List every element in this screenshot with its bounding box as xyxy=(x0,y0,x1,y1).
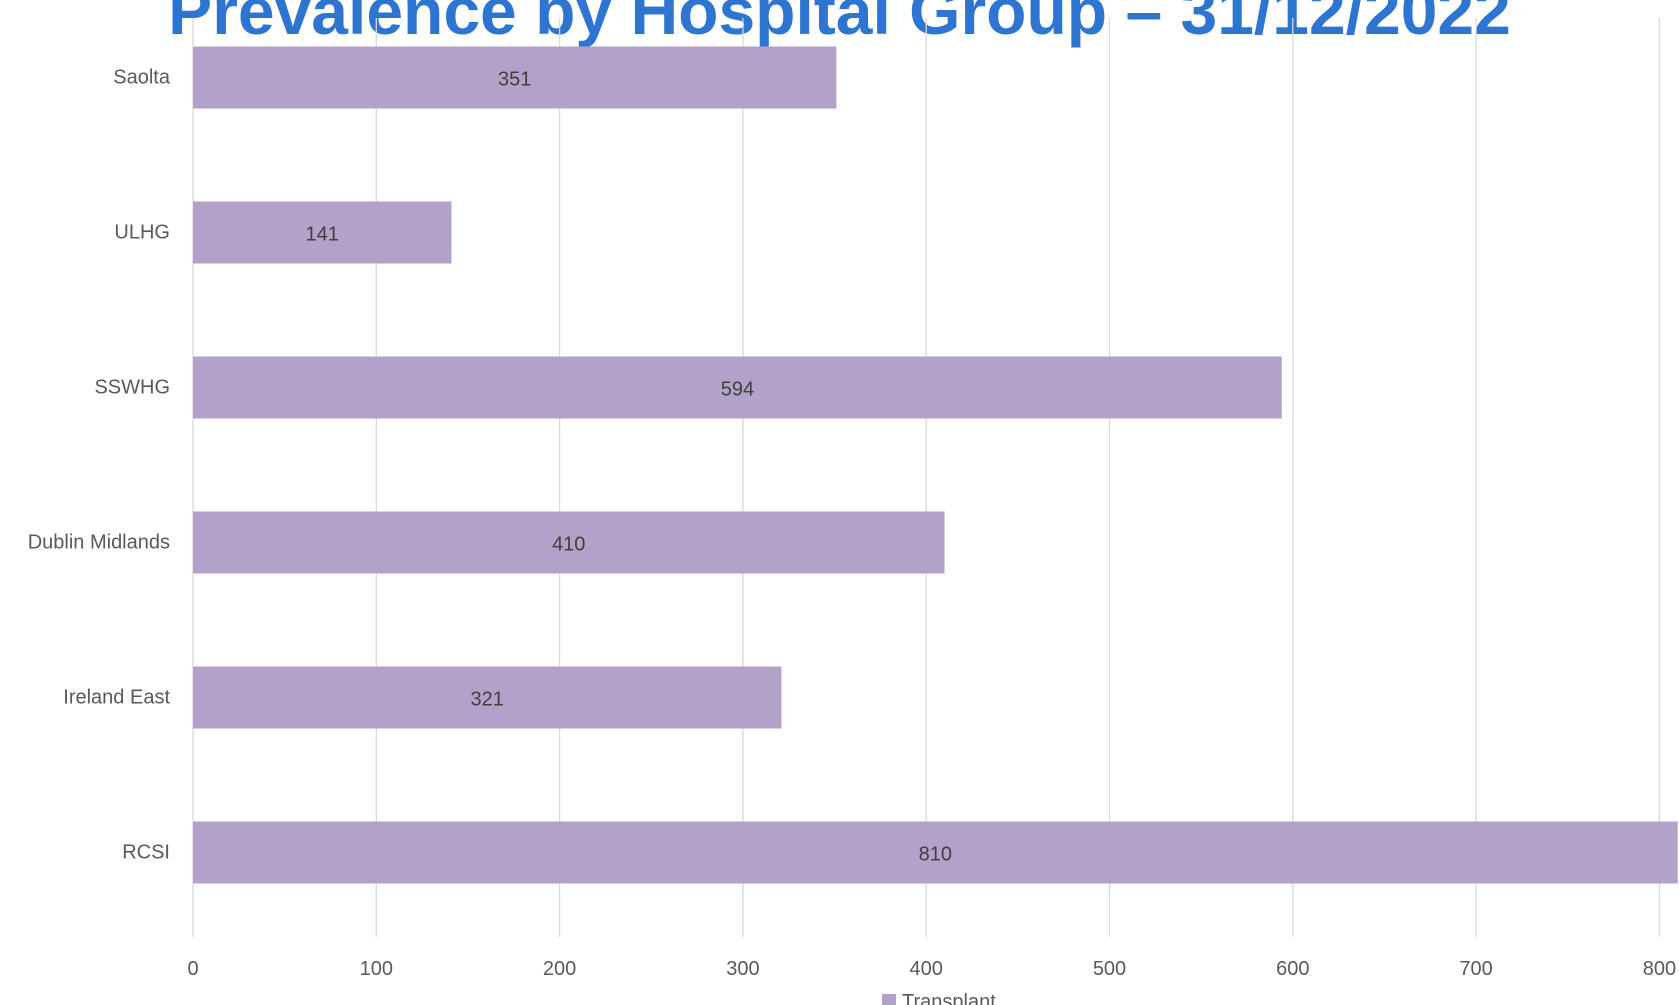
category-label: SSWHG xyxy=(94,377,170,399)
x-tick-label: 700 xyxy=(1459,958,1492,980)
bar xyxy=(193,201,452,264)
category-label: Saolta xyxy=(113,67,171,89)
legend-label: Transplant xyxy=(902,991,996,1005)
x-tick-label: 300 xyxy=(726,958,759,980)
x-tick-label: 500 xyxy=(1093,958,1126,980)
x-tick-label: 100 xyxy=(360,958,393,980)
bar xyxy=(193,821,1678,884)
category-label: Dublin Midlands xyxy=(28,532,170,554)
data-label: 321 xyxy=(471,689,504,711)
bar xyxy=(193,356,1282,419)
data-labels: 351 141 594 410 321 810 xyxy=(306,69,953,866)
x-tick-label: 200 xyxy=(543,958,576,980)
bar xyxy=(193,46,837,109)
chart-title: Prevalence by Hospital Group – 31/12/202… xyxy=(168,0,1511,48)
data-label: 141 xyxy=(306,224,339,246)
legend-swatch xyxy=(882,994,896,1005)
data-label: 410 xyxy=(552,534,585,556)
data-label: 594 xyxy=(721,379,754,401)
x-tick-label: 600 xyxy=(1276,958,1309,980)
legend: Transplant xyxy=(882,991,996,1005)
bar xyxy=(193,511,945,574)
category-labels: Saolta ULHG SSWHG Dublin Midlands Ireland Ea… xyxy=(28,67,171,864)
gridlines xyxy=(192,18,1661,937)
category-label: Ireland East xyxy=(63,687,170,709)
data-label: 810 xyxy=(919,844,952,866)
category-label: RCSI xyxy=(122,842,170,864)
category-label: ULHG xyxy=(114,222,170,244)
x-tick-label: 800 xyxy=(1643,958,1676,980)
x-axis-tick-labels: 0 100 200 300 400 500 600 700 800 xyxy=(187,958,1676,980)
data-label: 351 xyxy=(498,69,531,91)
bars xyxy=(193,46,1678,884)
bar xyxy=(193,666,782,729)
x-tick-label: 0 xyxy=(187,958,198,980)
x-tick-label: 400 xyxy=(910,958,943,980)
